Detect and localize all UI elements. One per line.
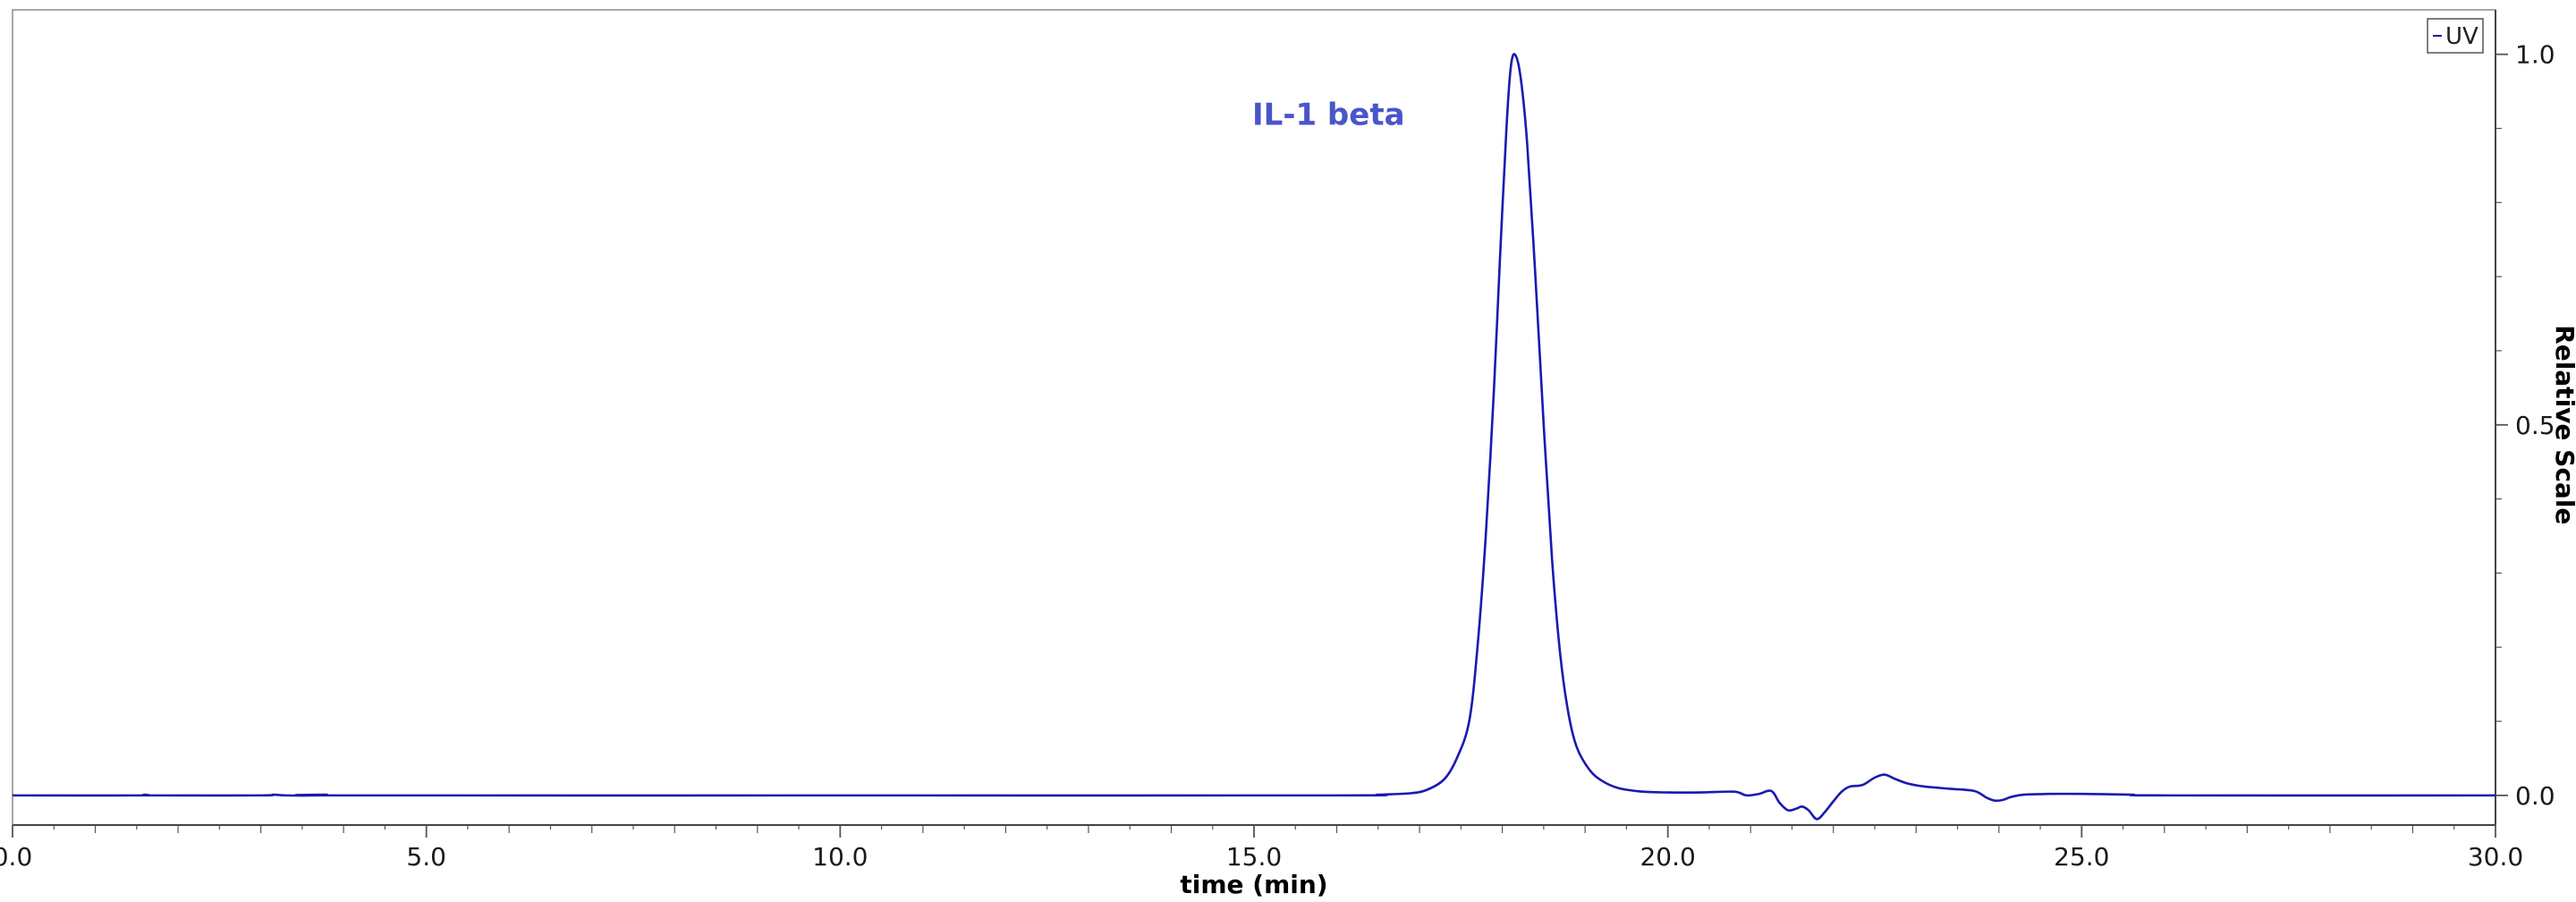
legend: UV <box>2427 18 2484 54</box>
y-tick-label: 1.0 <box>2515 40 2555 70</box>
y-tick-label: 0.0 <box>2515 781 2555 811</box>
x-tick-label: 5.0 <box>406 842 446 872</box>
x-tick-label: 25.0 <box>2054 842 2109 872</box>
x-tick-label: 10.0 <box>812 842 868 872</box>
peak-annotation-label: IL-1 beta <box>1252 97 1405 132</box>
y-axis-ticks: 0.0 0.5 1.0 <box>2496 40 2555 811</box>
x-axis-ticks: 0.0 5.0 10.0 15.0 20.0 25.0 30.0 <box>0 825 2523 872</box>
x-tick-label: 30.0 <box>2468 842 2523 872</box>
x-tick-label: 15.0 <box>1226 842 1282 872</box>
x-axis-title: time (min) <box>1180 870 1327 899</box>
x-tick-label: 20.0 <box>1640 842 1695 872</box>
y-axis-title: Relative Scale <box>2550 325 2576 524</box>
y-tick-label: 0.5 <box>2515 411 2555 440</box>
x-tick-label: 0.0 <box>0 842 32 872</box>
legend-entry-uv: UV <box>2445 23 2479 50</box>
series-line-uv <box>12 53 2496 821</box>
series-layer <box>12 53 2496 821</box>
